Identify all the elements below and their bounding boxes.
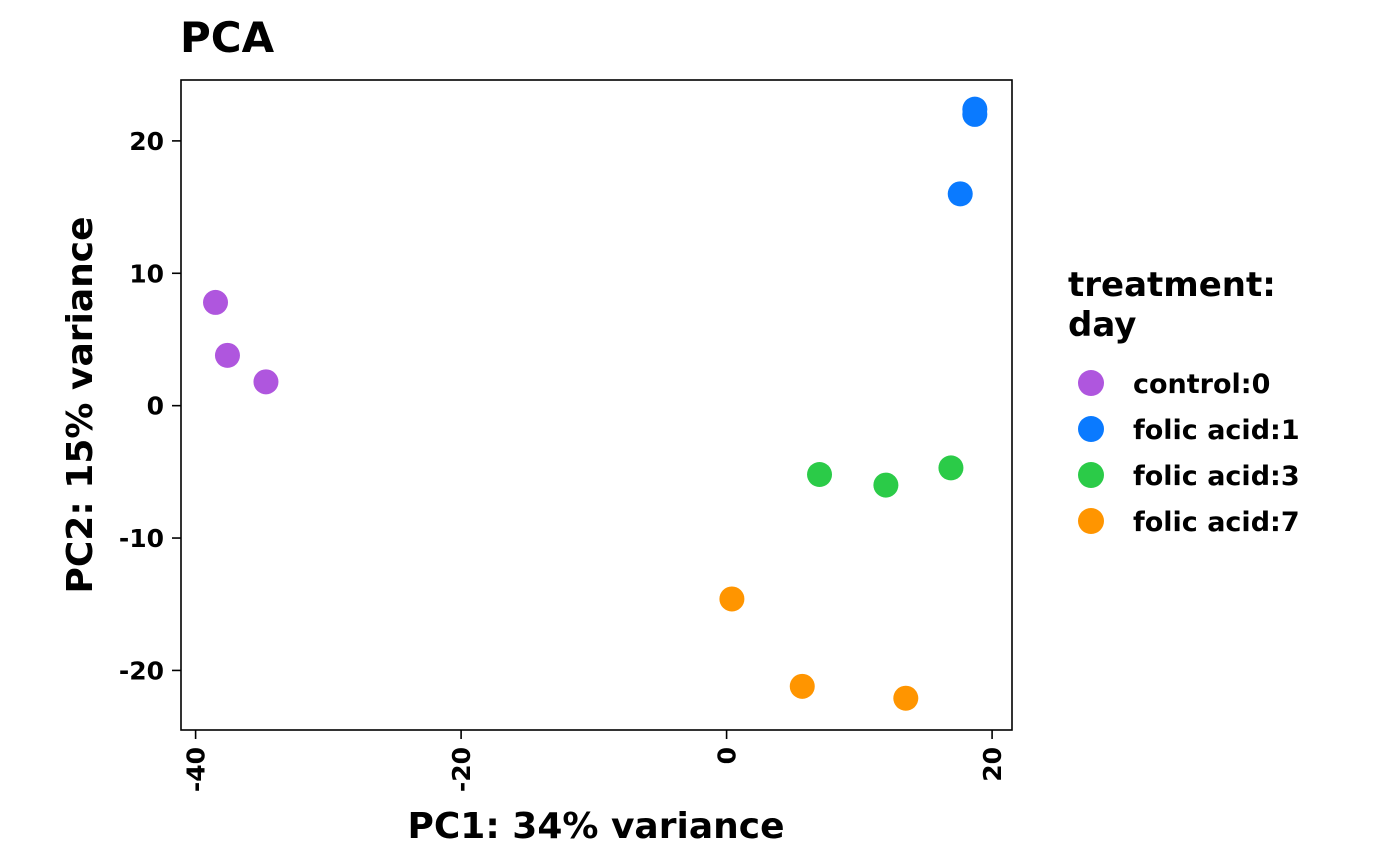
data-point [938,455,964,481]
legend-swatch [1078,462,1104,488]
x-tick-label: 20 [978,747,1007,782]
legend-label: folic acid:1 [1133,415,1300,446]
legend-title-line-2: day [1068,305,1136,345]
legend-title: treatment: day [1068,265,1288,345]
x-axis: -40 -20 0 20 [182,730,1007,792]
data-point [253,369,279,395]
data-point [789,673,815,699]
data-point [214,342,240,368]
legend-label: control:0 [1133,369,1270,400]
data-point [962,101,988,127]
x-tick-label: -20 [447,747,476,792]
legend-label: folic acid:3 [1133,461,1300,492]
legend-title-line-1: treatment: [1068,265,1276,305]
chart-title: PCA [180,13,275,62]
y-tick-label: 0 [147,392,164,421]
x-axis-title: PC1: 34% variance [407,806,784,847]
y-tick-label: -10 [119,524,164,553]
data-point [893,685,919,711]
data-point [719,586,745,612]
y-axis-title: PC2: 15% variance [60,216,101,593]
legend-swatch [1078,416,1104,442]
data-point [203,289,229,315]
legend-swatch [1078,370,1104,396]
data-point [873,472,899,498]
x-tick-label: 0 [713,747,742,764]
legend: treatment: day control:0 folic acid:1 foli… [1068,265,1300,538]
y-tick-label: 20 [129,127,164,156]
y-axis: -20 -10 0 10 20 [119,127,181,685]
legend-swatch [1078,508,1104,534]
data-point [947,181,973,207]
plot-panel [180,79,1013,731]
legend-label: folic acid:7 [1133,507,1300,538]
y-tick-label: 10 [129,259,164,288]
x-tick-label: -40 [182,747,211,792]
data-point [807,462,833,488]
y-tick-label: -20 [119,656,164,685]
data-points [203,96,988,711]
